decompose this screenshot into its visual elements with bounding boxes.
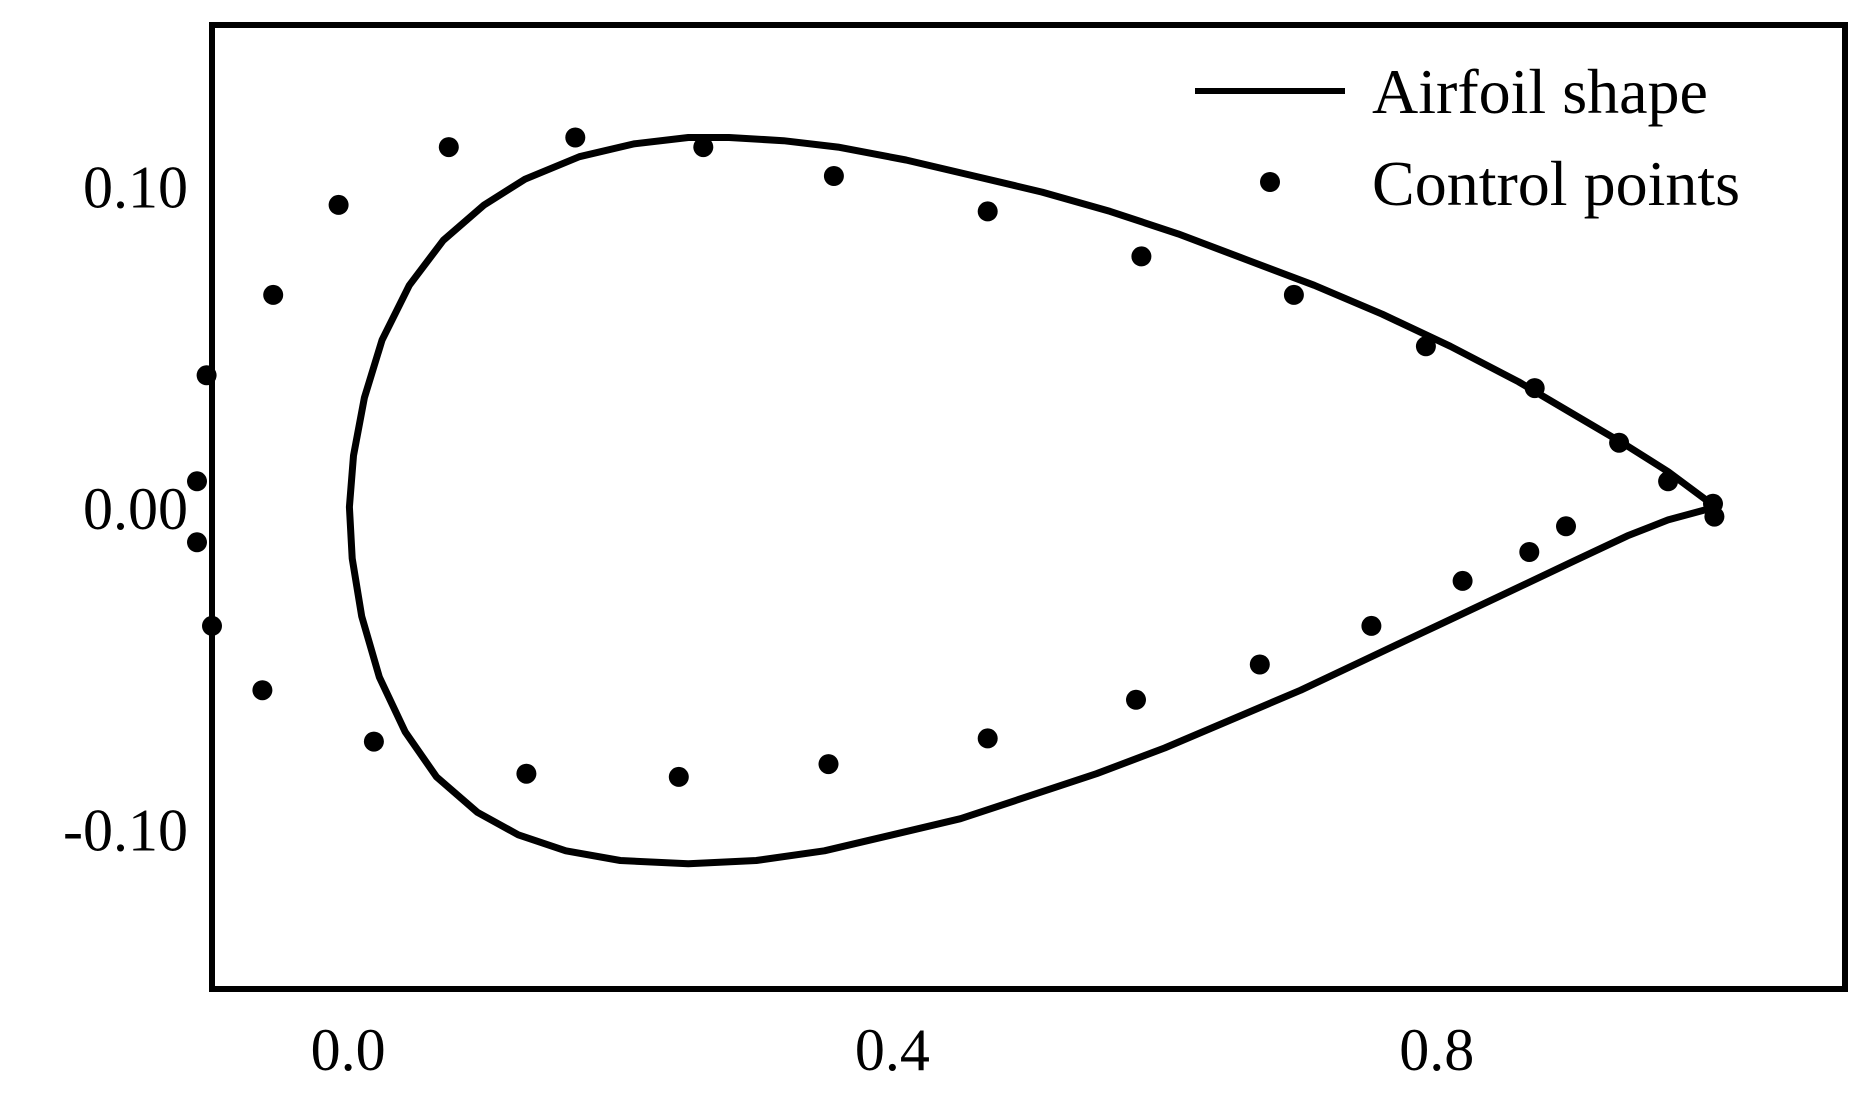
control-point	[438, 137, 459, 158]
control-point	[516, 763, 537, 784]
control-point	[977, 201, 998, 222]
legend-label-control-points: Control points	[1372, 148, 1740, 219]
control-point	[1415, 336, 1436, 357]
control-point	[1658, 471, 1679, 492]
control-point	[187, 471, 207, 492]
legend: Airfoil shape Control points	[1195, 56, 1740, 219]
control-point	[263, 284, 284, 305]
control-point	[1126, 689, 1146, 710]
legend-marker-swatch	[1260, 172, 1280, 192]
x-tick-label: 0.0	[311, 1017, 386, 1083]
control-point	[1519, 542, 1540, 562]
control-point	[823, 166, 844, 186]
control-point	[1249, 654, 1270, 675]
control-point	[328, 194, 349, 215]
y-tick-label: -0.10	[63, 797, 188, 863]
series-line-airfoil-shape	[345, 134, 1720, 868]
control-point	[1609, 432, 1630, 453]
control-point	[668, 766, 689, 787]
control-point	[1556, 516, 1576, 537]
control-point	[1131, 246, 1152, 267]
y-tick-label: 0.10	[83, 155, 188, 221]
legend-label-airfoil-shape: Airfoil shape	[1372, 56, 1708, 127]
control-point	[818, 754, 839, 775]
y-tick-label: 0.00	[83, 476, 188, 542]
x-tick-label: 0.4	[855, 1017, 930, 1083]
control-point	[1283, 284, 1304, 305]
control-point	[693, 137, 714, 158]
control-point	[1452, 570, 1473, 591]
axis-layer: 0.0 0.4 0.8 0.10 0.00 -0.10	[63, 155, 1474, 1083]
plot-frame	[209, 22, 1848, 992]
plot-layer	[187, 127, 1725, 868]
control-point	[1361, 615, 1382, 636]
control-point	[187, 532, 207, 553]
control-point	[565, 127, 586, 148]
control-point	[1524, 378, 1545, 399]
control-point	[977, 728, 998, 749]
control-point	[252, 680, 273, 701]
x-tick-label: 0.8	[1399, 1017, 1474, 1083]
control-point	[363, 731, 384, 752]
control-point	[1704, 506, 1725, 527]
